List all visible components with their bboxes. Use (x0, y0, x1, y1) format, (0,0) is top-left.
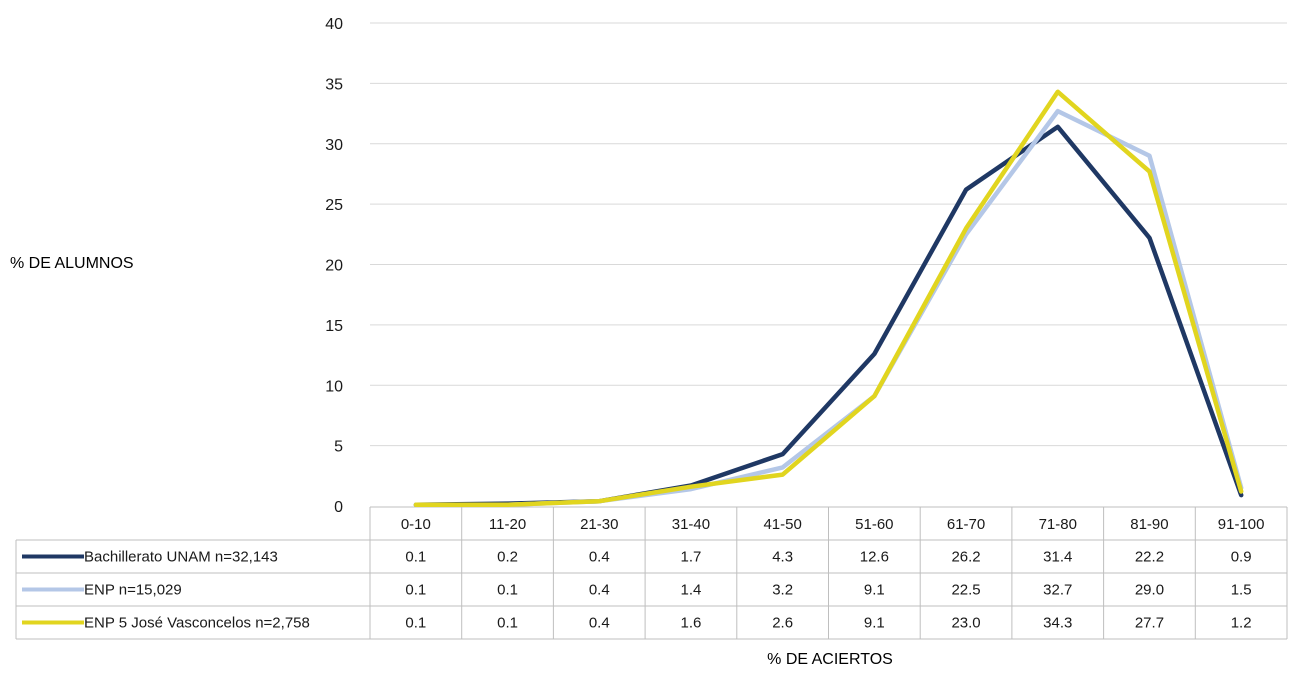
data-label: 31.4 (1043, 549, 1072, 566)
data-label: 1.7 (681, 549, 702, 566)
data-label: 34.3 (1043, 615, 1072, 632)
y-tick-label: 30 (325, 137, 343, 154)
data-label: 0.4 (589, 549, 610, 566)
x-tick-label: 31-40 (672, 516, 710, 533)
y-tick-label: 0 (334, 499, 343, 516)
y-axis-ticks: 0 5 10 15 20 25 30 35 40 (325, 16, 343, 516)
data-table: 0-10 11-20 21-30 31-40 41-50 51-60 61-70 71-80 8… (16, 507, 1287, 639)
data-label: 1.5 (1231, 582, 1252, 599)
data-label: 12.6 (860, 549, 889, 566)
data-label: 27.7 (1135, 615, 1164, 632)
data-label: 22.5 (951, 582, 980, 599)
data-label: 32.7 (1043, 582, 1072, 599)
y-tick-label: 25 (325, 197, 343, 214)
data-label: 29.0 (1135, 582, 1164, 599)
y-tick-label: 40 (325, 16, 343, 33)
data-label: 2.6 (772, 615, 793, 632)
data-label: 0.2 (497, 549, 518, 566)
data-label: 26.2 (951, 549, 980, 566)
y-axis-label: % DE ALUMNOS (10, 255, 134, 273)
x-tick-label: 61-70 (947, 516, 985, 533)
legend-label: ENP n=15,029 (84, 582, 182, 599)
data-label: 22.2 (1135, 549, 1164, 566)
data-label: 1.6 (681, 615, 702, 632)
series-lines (416, 92, 1241, 505)
data-label: 0.1 (497, 615, 518, 632)
data-label: 0.4 (589, 615, 610, 632)
data-label: 3.2 (772, 582, 793, 599)
data-label: 0.1 (405, 582, 426, 599)
x-tick-label: 21-30 (580, 516, 618, 533)
x-tick-label: 0-10 (401, 516, 431, 533)
legend-label: Bachillerato UNAM n=32,143 (84, 549, 278, 566)
y-tick-label: 10 (325, 378, 343, 395)
data-label: 0.1 (405, 615, 426, 632)
data-label: 0.9 (1231, 549, 1252, 566)
x-tick-label: 51-60 (855, 516, 893, 533)
legend-label: ENP 5 José Vasconcelos n=2,758 (84, 615, 310, 632)
x-tick-label: 91-100 (1218, 516, 1265, 533)
data-label: 9.1 (864, 582, 885, 599)
x-tick-label: 41-50 (763, 516, 801, 533)
y-tick-label: 5 (334, 439, 343, 456)
x-tick-label: 71-80 (1039, 516, 1077, 533)
y-tick-label: 35 (325, 76, 343, 93)
data-label: 9.1 (864, 615, 885, 632)
data-label: 23.0 (951, 615, 980, 632)
data-label: 0.4 (589, 582, 610, 599)
series-line (416, 92, 1241, 505)
data-label: 4.3 (772, 549, 793, 566)
data-label: 0.1 (497, 582, 518, 599)
y-tick-label: 20 (325, 258, 343, 275)
y-tick-label: 15 (325, 318, 343, 335)
series-line (416, 127, 1241, 505)
x-axis-label: % DE ACIERTOS (690, 651, 970, 669)
data-label: 1.2 (1231, 615, 1252, 632)
data-label: 1.4 (681, 582, 702, 599)
x-tick-label: 81-90 (1130, 516, 1168, 533)
data-label: 0.1 (405, 549, 426, 566)
x-tick-label: 11-20 (489, 516, 526, 533)
